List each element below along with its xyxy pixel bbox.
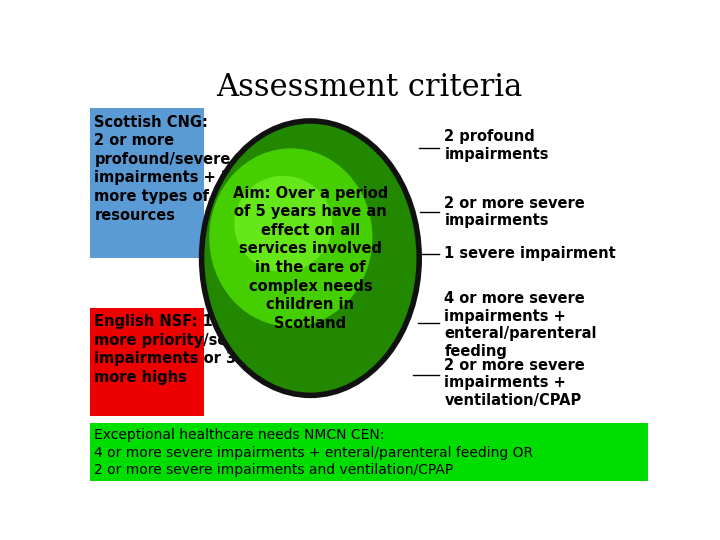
Text: 2 profound
impairments: 2 profound impairments (444, 129, 549, 161)
Text: English NSF: 1 or
more priority/severe
impairments or 3 or
more highs: English NSF: 1 or more priority/severe i… (94, 314, 264, 385)
Bar (90, 423, 648, 481)
Text: 4 or more severe
impairments +
enteral/parenteral
feeding: 4 or more severe impairments + enteral/p… (444, 292, 597, 359)
Text: Aim: Over a period
of 5 years have an
effect on all
services involved
in the car: Aim: Over a period of 5 years have an ef… (233, 186, 388, 330)
Bar (90, 308, 204, 416)
Text: Assessment criteria: Assessment criteria (216, 72, 522, 103)
Text: 1 severe impairment: 1 severe impairment (444, 246, 616, 261)
Ellipse shape (210, 148, 372, 327)
Text: Exceptional healthcare needs NMCN CEN:
4 or more severe impairments + enteral/pa: Exceptional healthcare needs NMCN CEN: 4… (94, 428, 534, 477)
Text: 2 or more severe
impairments: 2 or more severe impairments (444, 196, 585, 228)
Ellipse shape (202, 121, 419, 395)
Ellipse shape (234, 176, 332, 272)
Text: 2 or more severe
impairments +
ventilation/CPAP: 2 or more severe impairments + ventilati… (444, 358, 585, 408)
Text: Scottish CNG:
2 or more
profound/severe
impairments + 2 or
more types of
resourc: Scottish CNG: 2 or more profound/severe … (94, 114, 254, 222)
Bar (90, 109, 204, 258)
